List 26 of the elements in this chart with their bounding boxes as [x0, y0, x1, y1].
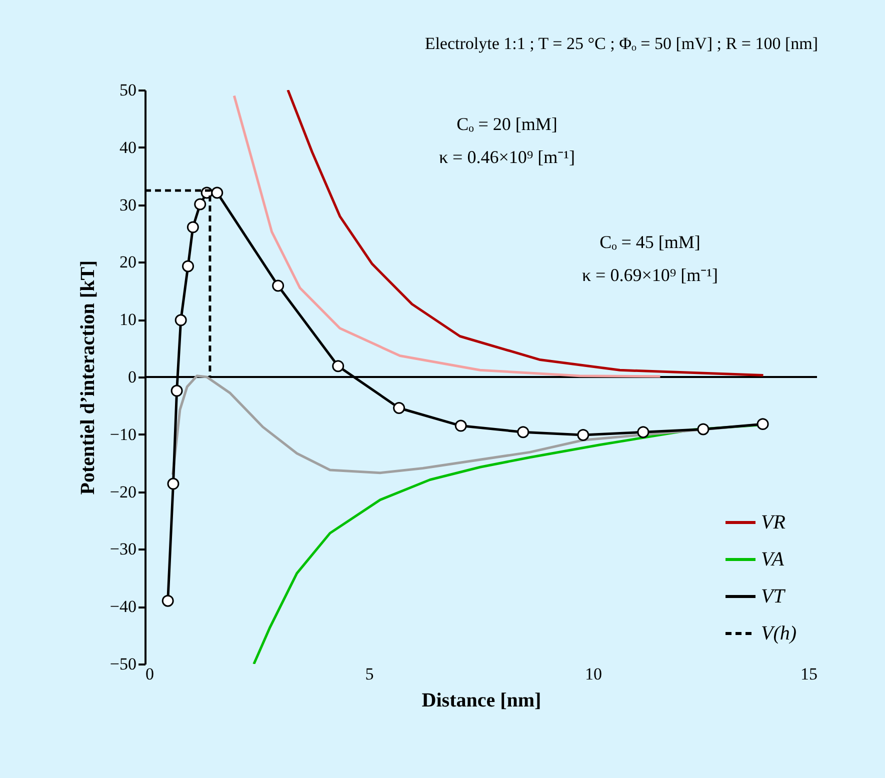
y-tick-label: −30 — [110, 540, 136, 559]
chart-title: Electrolyte 1:1 ; T = 25 °C ; Φₒ = 50 [mV] ; R = 100 [nm] — [424, 34, 818, 53]
annotation: κ = 0.69×10⁹ [m⁻¹] — [582, 265, 718, 285]
y-tick-label: 0 — [128, 368, 136, 386]
legend-label: VR — [761, 512, 786, 534]
y-tick-label: 10 — [120, 310, 136, 330]
y-tick-label: −10 — [110, 424, 136, 444]
y-tick-label: −20 — [110, 482, 136, 502]
y-tick-label: −50 — [110, 654, 136, 674]
y-axis-title: Potentiel d’interaction [kT] — [76, 260, 99, 495]
y-tick-label: 20 — [120, 252, 136, 272]
x-axis-title: Distance [nm] — [422, 690, 542, 712]
x-tick-label: 5 — [365, 664, 374, 684]
legend-label: VA — [761, 548, 785, 570]
x-tick-label: 10 — [585, 664, 602, 684]
x-tick-label: 15 — [800, 664, 818, 684]
y-tick-label: 30 — [120, 195, 136, 214]
legend-label: VT — [761, 586, 786, 608]
legend-label: V(h) — [761, 622, 797, 644]
y-tick-label: 50 — [120, 80, 136, 100]
y-tick-label: −40 — [110, 597, 136, 616]
annotation: Cₒ = 45 [mM] — [600, 232, 700, 252]
x-tick-label: 0 — [146, 664, 154, 684]
annotation: Cₒ = 20 [mM] — [456, 114, 558, 134]
annotation: κ = 0.46×10⁹ [m⁻¹] — [438, 147, 576, 167]
y-tick-label: 40 — [120, 138, 136, 157]
